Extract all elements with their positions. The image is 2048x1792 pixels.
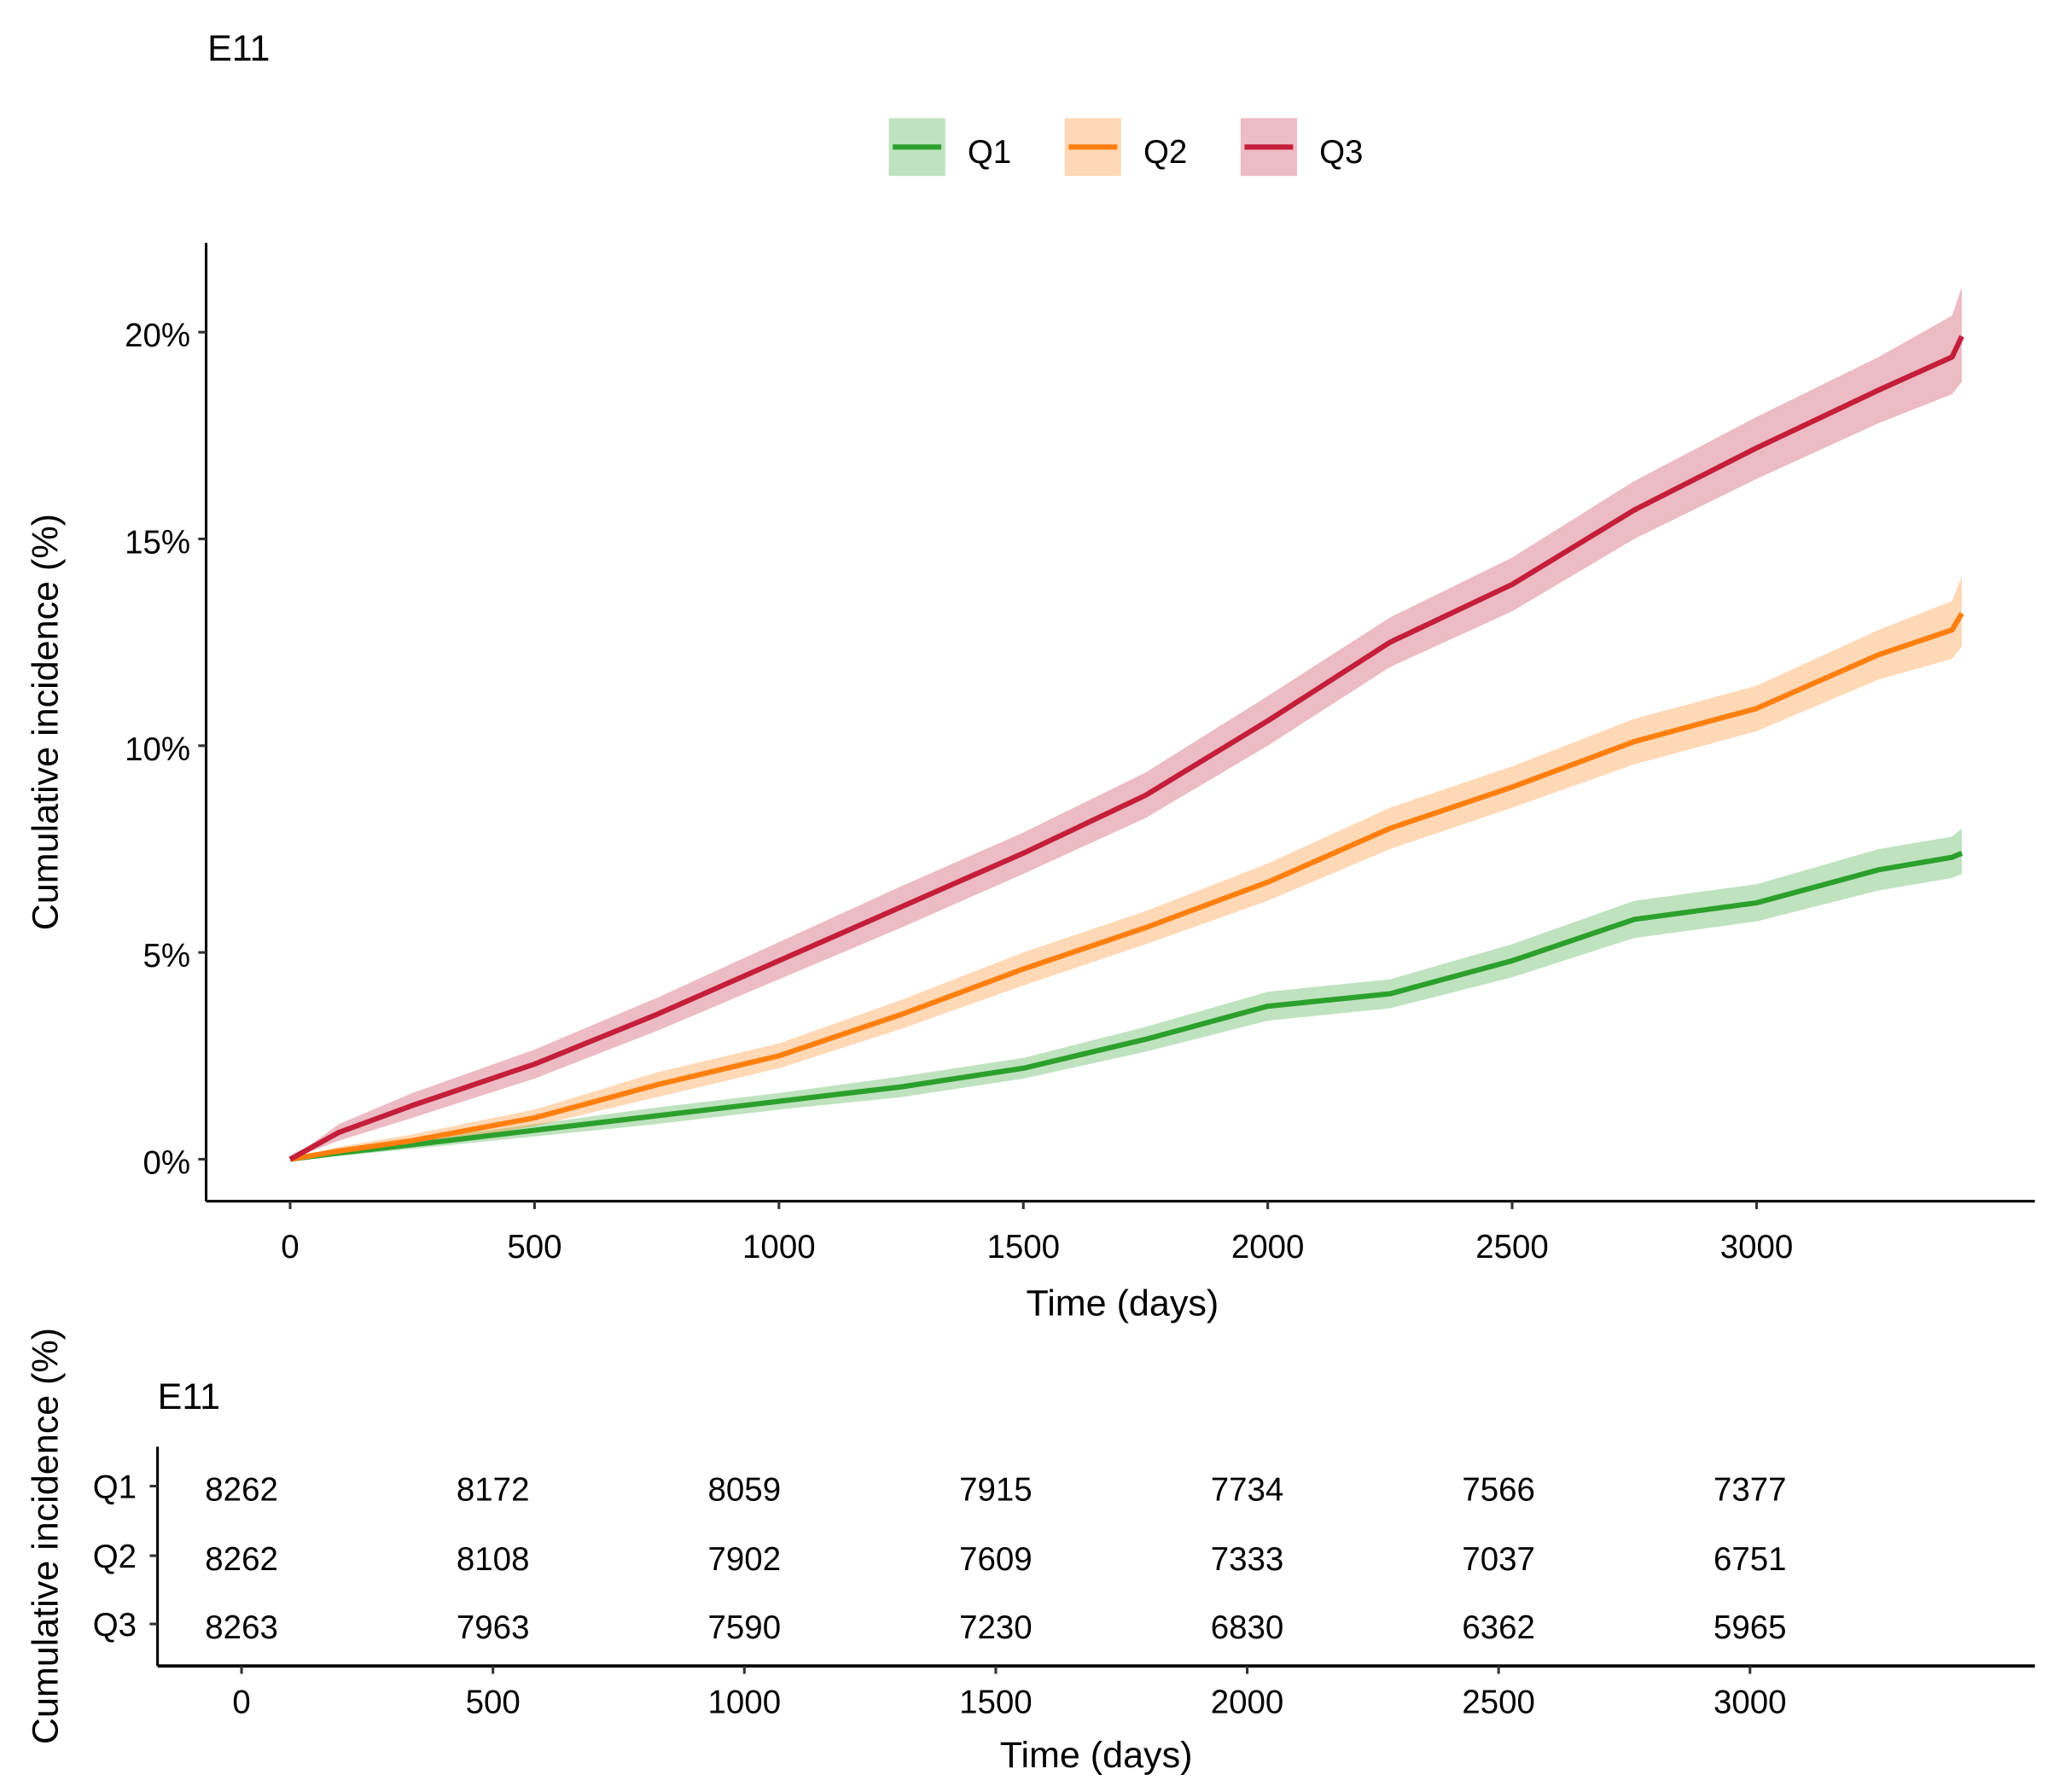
x-tick-label: 2000 bbox=[1231, 1229, 1305, 1265]
x-tick-label: 2500 bbox=[1475, 1229, 1549, 1265]
risk-cell: 7915 bbox=[959, 1471, 1033, 1508]
legend-label: Q2 bbox=[1143, 134, 1187, 171]
series-line-q1 bbox=[289, 851, 1964, 1162]
y-axis-label: Cumulative incidence (%) bbox=[26, 514, 67, 930]
y-tick-label: 20% bbox=[125, 317, 190, 354]
legend-item-q1: Q1 bbox=[888, 118, 1011, 177]
series-line-q2 bbox=[289, 612, 1964, 1162]
plot-title: E11 bbox=[207, 28, 270, 69]
x-tick-label: 1500 bbox=[986, 1229, 1060, 1265]
risk-table-row-q2: Q2 8262 8108 7902 7609 7333 7037 6751 bbox=[93, 1539, 1787, 1578]
risk-row-label: Q3 bbox=[93, 1607, 137, 1644]
risk-x-tick-label: 500 bbox=[466, 1684, 521, 1721]
risk-table: Q1 8262 8172 8059 7915 7734 7566 7377 Q2 8262 8108… bbox=[93, 1446, 2035, 1721]
risk-cell: 7902 bbox=[708, 1541, 782, 1578]
risk-cell: 8263 bbox=[205, 1609, 278, 1646]
x-tick-label: 3000 bbox=[1720, 1229, 1794, 1265]
risk-cell: 5965 bbox=[1713, 1609, 1787, 1646]
incidence-plot: 0% 5% 10% 15% 20% 0 500 1000 1500 2000 2500 3000 bbox=[125, 242, 2035, 1265]
risk-cell: 8108 bbox=[457, 1541, 530, 1578]
risk-table-row-q3: Q3 8263 7963 7590 7230 6830 6362 5965 bbox=[93, 1607, 1787, 1646]
risk-cell: 7566 bbox=[1462, 1471, 1535, 1508]
risk-cell: 8262 bbox=[205, 1471, 278, 1508]
risk-cell: 7377 bbox=[1713, 1471, 1787, 1508]
risk-cell: 6830 bbox=[1211, 1609, 1284, 1646]
y-tick-label: 15% bbox=[125, 524, 190, 561]
legend-label: Q1 bbox=[968, 134, 1011, 171]
x-axis-label: Time (days) bbox=[1027, 1283, 1219, 1324]
risk-cell: 7963 bbox=[457, 1609, 530, 1646]
risk-cell: 8262 bbox=[205, 1541, 278, 1578]
risk-cell: 6362 bbox=[1462, 1609, 1535, 1646]
y-tick-label: 5% bbox=[143, 938, 190, 975]
risk-table-title: E11 bbox=[158, 1376, 220, 1417]
risk-row-label: Q2 bbox=[93, 1539, 137, 1575]
risk-cell: 7590 bbox=[708, 1609, 782, 1646]
series-line-q3 bbox=[288, 335, 1964, 1162]
risk-table-x-label: Time (days) bbox=[1000, 1735, 1193, 1776]
x-tick-label: 0 bbox=[281, 1229, 299, 1265]
y-tick-label: 10% bbox=[125, 731, 190, 768]
risk-table-y-label: Cumulative incidence (%) bbox=[26, 1328, 67, 1744]
risk-cell: 8172 bbox=[457, 1471, 530, 1508]
risk-cell: 7609 bbox=[959, 1541, 1033, 1578]
risk-cell: 7230 bbox=[959, 1609, 1033, 1646]
risk-cell: 7734 bbox=[1211, 1471, 1284, 1508]
risk-x-tick-label: 1000 bbox=[708, 1684, 782, 1721]
risk-x-tick-label: 0 bbox=[232, 1684, 250, 1721]
risk-x-tick-label: 1500 bbox=[959, 1684, 1033, 1721]
legend: Q1 Q2 Q3 bbox=[888, 118, 1363, 177]
risk-x-tick-label: 2500 bbox=[1462, 1684, 1535, 1721]
legend-item-q2: Q2 bbox=[1064, 118, 1187, 177]
risk-cell: 8059 bbox=[708, 1471, 782, 1508]
x-tick-label: 1000 bbox=[742, 1229, 816, 1265]
x-tick-label: 500 bbox=[507, 1229, 561, 1265]
risk-cell: 6751 bbox=[1713, 1541, 1787, 1578]
risk-row-label: Q1 bbox=[93, 1469, 137, 1505]
risk-cell: 7333 bbox=[1211, 1541, 1284, 1578]
risk-cell: 7037 bbox=[1462, 1541, 1535, 1578]
risk-table-row-q1: Q1 8262 8172 8059 7915 7734 7566 7377 bbox=[93, 1469, 1787, 1508]
legend-item-q3: Q3 bbox=[1240, 118, 1363, 177]
legend-label: Q3 bbox=[1319, 134, 1363, 171]
y-tick-label: 0% bbox=[143, 1144, 190, 1181]
risk-x-tick-label: 2000 bbox=[1211, 1684, 1284, 1721]
risk-x-tick-label: 3000 bbox=[1713, 1684, 1787, 1721]
